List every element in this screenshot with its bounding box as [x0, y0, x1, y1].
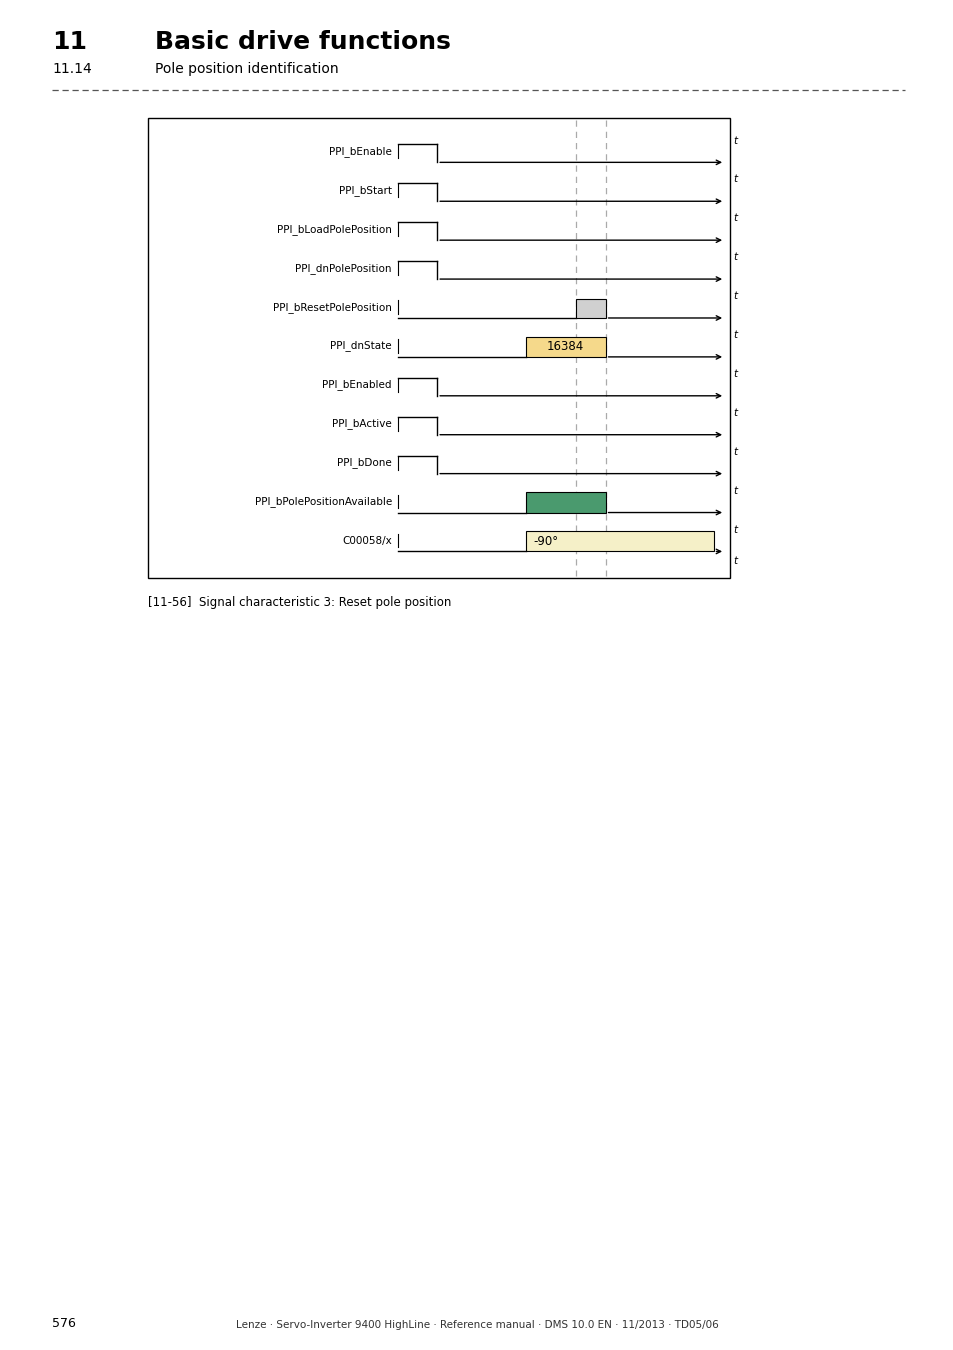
Text: C00058/x: C00058/x	[342, 536, 392, 545]
Text: 11: 11	[52, 30, 87, 54]
Text: t: t	[732, 486, 737, 495]
Text: t: t	[732, 525, 737, 535]
Bar	[525, 336, 605, 356]
Text: -90°: -90°	[533, 535, 558, 548]
Text: Lenze · Servo-Inverter 9400 HighLine · Reference manual · DMS 10.0 EN · 11/2013 : Lenze · Servo-Inverter 9400 HighLine · R…	[235, 1320, 718, 1330]
Text: t: t	[732, 174, 737, 185]
Text: t: t	[732, 556, 737, 567]
Text: 16384: 16384	[546, 340, 583, 354]
Text: PPI_bStart: PPI_bStart	[338, 185, 392, 196]
Text: t: t	[732, 331, 737, 340]
Text: t: t	[732, 292, 737, 301]
Bar	[525, 531, 713, 551]
Text: t: t	[732, 408, 737, 418]
Text: PPI_bPolePositionAvailable: PPI_bPolePositionAvailable	[254, 497, 392, 508]
Text: t: t	[732, 447, 737, 456]
Text: Basic drive functions: Basic drive functions	[154, 30, 451, 54]
Text: t: t	[732, 369, 737, 379]
Bar	[576, 298, 605, 319]
Text: PPI_bResetPolePosition: PPI_bResetPolePosition	[273, 301, 392, 313]
Bar	[148, 117, 729, 578]
Text: 576: 576	[52, 1318, 76, 1330]
Text: PPI_bEnable: PPI_bEnable	[329, 146, 392, 157]
Text: t: t	[732, 213, 737, 223]
Text: 11.14: 11.14	[52, 62, 91, 76]
Text: PPI_bActive: PPI_bActive	[332, 418, 392, 429]
Text: PPI_dnState: PPI_dnState	[330, 340, 392, 351]
Text: PPI_bEnabled: PPI_bEnabled	[322, 379, 392, 390]
Text: PPI_dnPolePosition: PPI_dnPolePosition	[295, 263, 392, 274]
Text: t: t	[732, 252, 737, 262]
Text: PPI_bLoadPolePosition: PPI_bLoadPolePosition	[276, 224, 392, 235]
Text: Pole position identification: Pole position identification	[154, 62, 338, 76]
Text: t: t	[732, 135, 737, 146]
Bar	[525, 493, 605, 513]
Text: PPI_bDone: PPI_bDone	[337, 458, 392, 468]
Text: [11-56]  Signal characteristic 3: Reset pole position: [11-56] Signal characteristic 3: Reset p…	[148, 595, 451, 609]
